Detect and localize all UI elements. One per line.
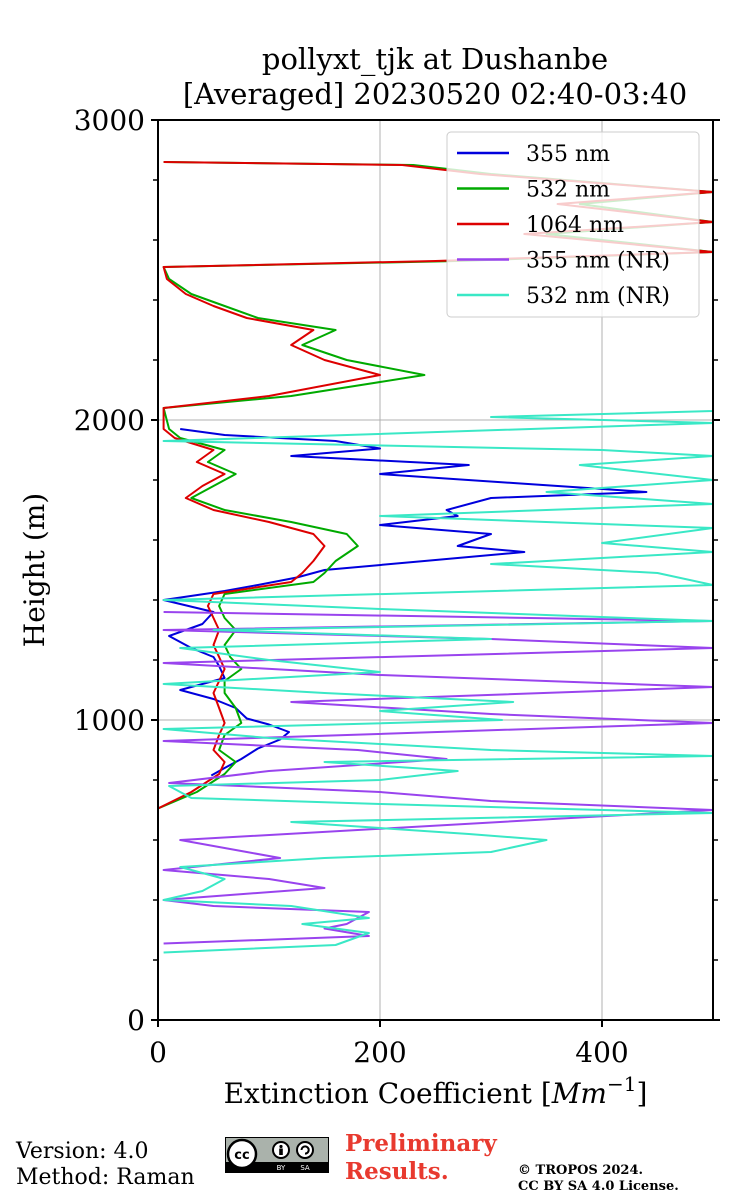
method-label: Method: Raman xyxy=(16,1165,195,1190)
cc-by-label: BY xyxy=(277,1164,286,1172)
plot-frame xyxy=(157,119,714,1021)
x-tick-label-1: 200 xyxy=(353,1036,406,1069)
x-tick-label-0: 0 xyxy=(149,1036,167,1069)
cc-by-sa-license-icon: cc BY SA xyxy=(225,1137,329,1173)
series-line-0 xyxy=(162,428,648,777)
x-axis-label: Extinction Coefficient [Mm−1] xyxy=(224,1072,648,1110)
legend-label-4: 532 nm (NR) xyxy=(526,284,670,309)
series-line-4 xyxy=(162,405,713,954)
legend-label-0: 355 nm xyxy=(526,142,610,167)
y-tick-label-2: 2000 xyxy=(74,404,145,437)
legend: 355 nm 532 nm 1064 nm 355 nm (NR) 532 nm (NR… xyxy=(446,131,700,318)
preliminary-line2: Results. xyxy=(345,1158,449,1185)
y-tick-label-1: 1000 xyxy=(74,704,145,737)
legend-box xyxy=(446,131,700,318)
series-line-3 xyxy=(162,611,713,945)
cc-sa-label: SA xyxy=(300,1164,310,1172)
copyright-line2: CC BY SA 4.0 License. xyxy=(518,1179,679,1194)
version-label: Version: 4.0 xyxy=(16,1139,149,1164)
cc-circle-icon xyxy=(226,1138,258,1170)
chart-subtitle: [Averaged] 20230520 02:40-03:40 xyxy=(182,77,688,111)
chart-title: pollyxt_tjk at Dushanbe xyxy=(261,42,609,76)
preliminary-line1: Preliminary xyxy=(345,1130,497,1157)
copyright-line1: © TROPOS 2024. xyxy=(518,1163,644,1178)
y-tick-label-3: 3000 xyxy=(74,104,145,137)
x-tick-label-2: 400 xyxy=(575,1036,628,1069)
preliminary-results-notice: Preliminary Results. xyxy=(345,1130,497,1186)
y-tick-label-0: 0 xyxy=(127,1004,145,1037)
series-group xyxy=(158,161,713,954)
share-alike-icon xyxy=(296,1141,314,1159)
legend-label-1: 532 nm xyxy=(526,178,610,203)
copyright-notice: © TROPOS 2024. CC BY SA 4.0 License. xyxy=(518,1163,679,1195)
legend-label-3: 355 nm (NR) xyxy=(526,249,670,274)
legend-label-2: 1064 nm xyxy=(526,213,624,238)
y-axis-label: Height (m) xyxy=(18,493,51,647)
series-line-2 xyxy=(158,161,713,810)
cc-badge-text: cc xyxy=(234,1148,249,1163)
